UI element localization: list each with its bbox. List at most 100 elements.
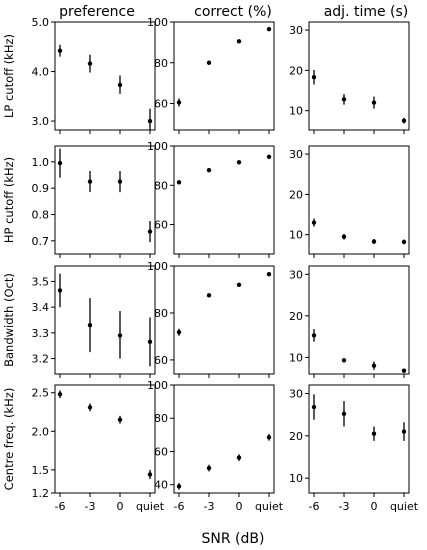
y-tick-label: 80 [154, 179, 168, 192]
y-tick-label: 10 [289, 105, 303, 118]
x-tick-label: -6 [55, 500, 66, 513]
y-tick-label: 3.2 [32, 353, 50, 366]
data-point [57, 392, 63, 397]
y-tick-label: 1.2 [32, 487, 50, 500]
data-point [311, 404, 317, 410]
data-point [147, 118, 153, 124]
y-tick-label: 20 [289, 64, 303, 77]
data-point [206, 167, 212, 173]
y-tick-label: 80 [154, 57, 168, 70]
x-tick-label: -6 [309, 500, 320, 513]
data-point [341, 97, 347, 102]
y-tick-label: 10 [289, 472, 303, 485]
y-tick-label: 30 [289, 387, 303, 400]
y-tick-label: 0.7 [32, 235, 50, 248]
data-point [117, 82, 123, 88]
y-tick-label: 100 [147, 260, 168, 273]
y-tick-label: 10 [289, 229, 303, 242]
y-tick-label: 1.5 [32, 464, 50, 477]
axes-frame [173, 384, 275, 494]
y-tick-label: 100 [147, 140, 168, 153]
x-tick-label: -3 [85, 500, 96, 513]
column-title-adj-time: adj. time (s) [324, 4, 409, 20]
x-tick-label: 0 [236, 500, 243, 513]
x-tick-label: -3 [339, 500, 350, 513]
y-tick-label: 60 [154, 354, 168, 367]
data-point [341, 358, 347, 363]
data-point [117, 417, 123, 422]
y-tick-label: 80 [154, 412, 168, 425]
data-point [341, 234, 347, 239]
data-point [147, 229, 153, 234]
panel-r1-c0: 0.7 0.8 0.9 1.0 HP cutoff (kHz) [2, 145, 156, 258]
panel-r3-c2: 10 20 30 -6 -3 0 quiet [289, 384, 419, 513]
data-point [266, 272, 272, 277]
data-point [341, 411, 347, 416]
y-tick-label: 10 [289, 351, 303, 364]
panel-r1-c2: 10 20 30 [289, 145, 410, 258]
data-point [87, 179, 93, 184]
y-tick-label: 100 [147, 379, 168, 392]
y-axis-label: LP cutoff (kHz) [2, 34, 16, 118]
axes-frame [308, 384, 410, 494]
y-tick-label: 4.0 [32, 66, 50, 79]
data-point [57, 288, 63, 293]
y-tick-label: 30 [289, 148, 303, 161]
data-point [311, 75, 317, 80]
y-tick-label: 20 [289, 430, 303, 443]
data-point [401, 368, 407, 373]
x-tick-label: -6 [174, 500, 185, 513]
x-tick-label: quiet [390, 500, 419, 513]
y-tick-label: 0.9 [32, 182, 50, 195]
x-tick-label: quiet [255, 500, 284, 513]
x-tick-label: 0 [117, 500, 124, 513]
data-point [176, 330, 182, 335]
x-tick-label: quiet [136, 500, 165, 513]
y-tick-label: 2.0 [32, 425, 50, 438]
y-tick-label: 3.5 [32, 275, 50, 288]
data-point [87, 405, 93, 410]
data-point [371, 239, 377, 244]
y-tick-label: 20 [289, 310, 303, 323]
y-tick-label: 2.5 [32, 387, 50, 400]
panel-r0-c2: 10 20 30 [289, 21, 410, 134]
data-point [371, 431, 377, 436]
data-point [176, 100, 182, 105]
y-axis-label: Centre freq. (kHz) [2, 388, 16, 491]
panel-r2-c1: 60 80 100 [147, 260, 275, 378]
axes-frame [308, 21, 410, 131]
panel-r2-c0: 3.2 3.3 3.4 3.5 Bandwidth (Oct) [2, 265, 156, 378]
axes-frame [173, 145, 275, 255]
panel-r0-c1: 60 80 100 [147, 16, 275, 134]
data-point [266, 435, 272, 440]
data-point [57, 48, 63, 53]
panel-r1-c1: 60 80 100 [147, 140, 275, 258]
x-axis-label: SNR (dB) [202, 531, 265, 547]
y-tick-label: 3.3 [32, 327, 50, 340]
column-title-correct: correct (%) [194, 4, 272, 20]
data-point [236, 39, 242, 44]
x-tick-label: 0 [371, 500, 378, 513]
data-point [87, 61, 93, 66]
data-point [147, 472, 153, 477]
y-tick-label: 60 [154, 219, 168, 232]
y-tick-label: 100 [147, 16, 168, 29]
data-point [176, 180, 182, 185]
data-point [401, 118, 407, 123]
y-tick-label: 20 [289, 188, 303, 201]
data-point [147, 339, 153, 345]
axes-frame [308, 145, 410, 255]
y-tick-label: 3.0 [32, 115, 50, 128]
data-point [371, 100, 377, 105]
data-point [311, 333, 317, 338]
data-point [87, 322, 93, 328]
y-tick-label: 30 [289, 24, 303, 37]
axes-frame [54, 384, 156, 494]
data-point [371, 363, 377, 368]
data-point [236, 160, 242, 165]
panel-r0-c0: 3.0 4.0 5.0 LP cutoff (kHz) [2, 16, 156, 134]
data-point [236, 282, 242, 287]
x-tick-label: -3 [204, 500, 215, 513]
axes-frame [54, 145, 156, 255]
